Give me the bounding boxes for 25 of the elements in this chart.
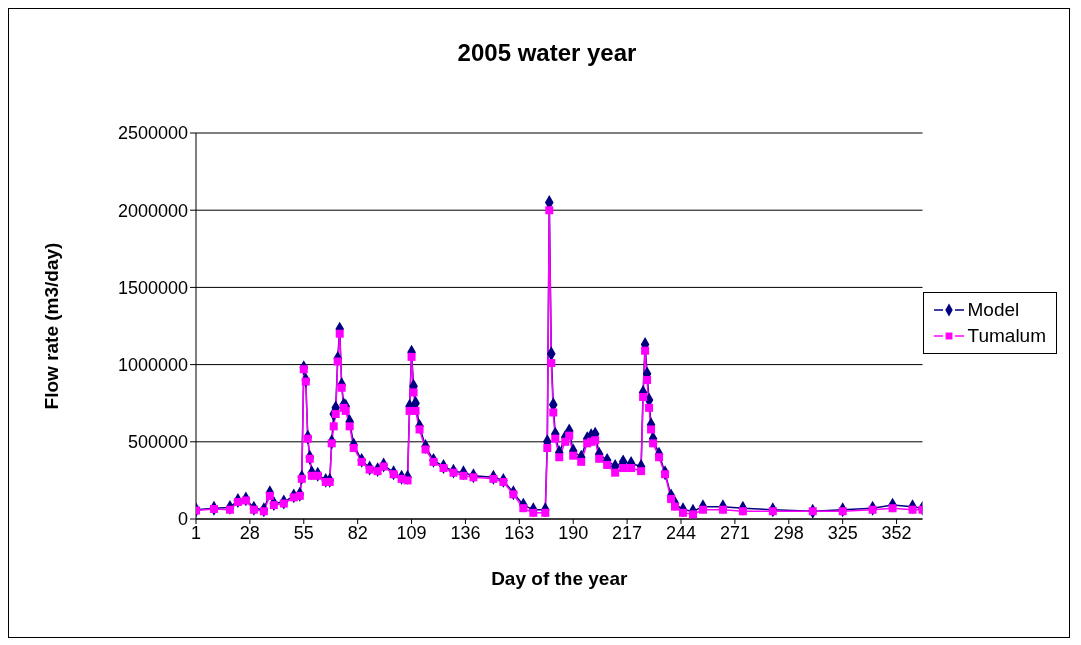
y-tick-label: 0	[177, 509, 188, 530]
x-tick-label: 55	[293, 522, 314, 543]
x-tick-label: 109	[396, 522, 427, 543]
y-tick-label: 2500000	[117, 123, 188, 144]
x-tick-label: 352	[881, 522, 912, 543]
y-tick-label: 2000000	[117, 200, 188, 221]
legend-label: Tumalum	[967, 325, 1046, 347]
x-tick-label: 136	[450, 522, 481, 543]
y-tick-label: 1000000	[117, 354, 188, 375]
y-tick-label: 1500000	[117, 277, 188, 298]
y-axis-title: Flow rate (m3/day)	[40, 242, 62, 410]
x-tick-label: 163	[504, 522, 535, 543]
x-tick-label: 82	[347, 522, 368, 543]
x-axis-title: Day of the year	[491, 568, 628, 589]
x-tick-label: 244	[665, 522, 697, 543]
x-tick-label: 1	[190, 522, 202, 543]
y-tick-label: 500000	[127, 432, 188, 453]
x-tick-label: 190	[558, 522, 589, 543]
chart-title: 2005 water year	[456, 39, 638, 67]
x-tick-label: 28	[239, 522, 260, 543]
x-tick-label: 298	[773, 522, 804, 543]
legend-label: Model	[967, 299, 1020, 321]
x-tick-label: 325	[827, 522, 858, 543]
x-tick-label: 217	[612, 522, 643, 543]
x-tick-label: 271	[719, 522, 750, 543]
